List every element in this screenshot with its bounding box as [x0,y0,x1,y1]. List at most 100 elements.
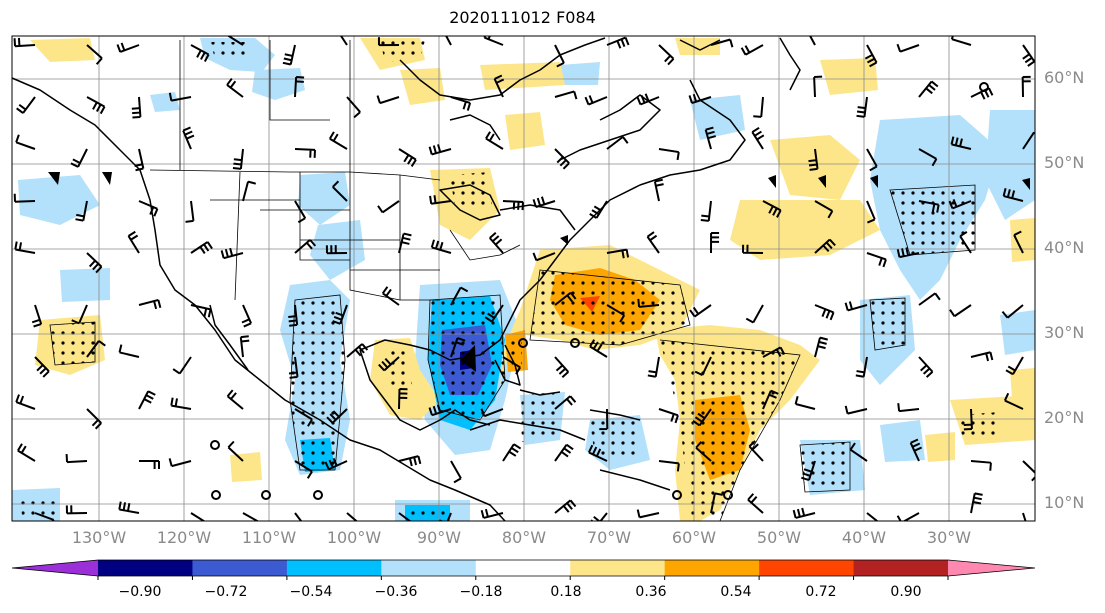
wind-barb-icon [294,239,317,254]
wind-barb-icon [15,134,36,150]
wind-barb-icon [844,301,868,312]
wind-barb-icon [918,148,938,167]
wind-barb-icon [606,36,630,49]
wind-barb-icon [127,230,140,254]
wind-barb-icon [554,291,577,306]
wind-barb-icon [346,512,358,521]
wind-barb-icon [190,512,206,521]
wind-barb-icon [86,408,102,430]
lat-label-50: 50°N [1044,153,1085,172]
lon-label-50: 50°W [756,528,802,547]
wind-barb-icon [13,193,36,203]
wind-barb-icon [970,460,992,471]
pennant-icons [48,172,1030,372]
anomaly-contours [49,184,976,521]
wind-barb-icon [814,304,835,321]
wind-barb-icon [844,405,868,415]
lon-label-110: 110°W [241,528,297,547]
wind-barb-icon [332,180,348,202]
wind-barb-icon [658,148,680,161]
wind-barb-icon [653,178,664,202]
wind-barb-icon [332,304,348,325]
wind-barb-icon [450,460,462,484]
wind-barb-icon [950,136,972,150]
colorbar-segment [853,560,949,576]
wind-barb-icon [376,95,400,105]
wind-barb-icon [710,232,720,254]
wind-barb-icon [866,252,887,268]
wind-barb-icon [658,460,680,472]
wind-barb-icon [748,440,764,462]
wind-barb-icon [710,38,734,48]
wind-barb-icon [480,508,504,519]
wind-barb-icon [896,247,920,259]
wind-barb-icon [742,244,764,254]
wind-barb-icon [378,356,400,372]
wind-barb-icon [606,304,626,323]
wind-barb-icon [762,389,779,410]
wind-barb-icon [896,512,920,521]
wind-barb-icon [168,92,192,102]
wind-barb-icon [429,195,452,205]
lon-label-120: 120°W [156,528,212,547]
lat-label-20: 20°N [1044,408,1085,427]
wind-barb-icon [689,304,712,318]
wind-barb-icon [484,304,504,323]
wind-barb-icon [589,200,608,219]
wind-barb-icon [282,44,296,66]
wind-barb-icon [658,44,675,66]
wind-barb-icon [814,200,834,219]
wind-barb-icon [918,200,940,213]
wind-barb-icon [118,344,140,358]
wind-barb-icon [86,252,103,274]
wind-barb-icon [637,298,660,308]
colorbar-segment [192,560,288,576]
wind-barb-icon [325,245,348,255]
wind-barb-icon [1001,304,1024,319]
wind-barb-icon [294,76,305,98]
wind-barb-icon [814,238,836,254]
wind-barb-icon [751,126,765,150]
wind-barb-icon [970,87,994,100]
wind-barb-icon [450,337,466,358]
lat-label-30: 30°N [1044,323,1085,342]
colorbar-tick-label: −0.18 [459,584,503,600]
wind-barb-icon [864,44,878,68]
wind-barb-icon [328,131,348,150]
wind-barb-icon [34,512,55,521]
wind-barb-icon [324,457,348,471]
wind-barb-icon [16,96,36,114]
wind-barb-icon [909,438,923,462]
wind-barb-icon [168,458,192,468]
wind-barb-icon [398,232,412,254]
colorbar-segment [570,560,666,576]
wind-barb-icon [86,96,106,115]
wind-barb-icon [658,408,679,424]
wind-barb-icon [326,408,348,424]
wind-barb-icon [134,148,145,172]
wind-barb-icon [480,408,504,418]
wind-barb-icon [131,96,142,119]
wind-barb-icon [430,239,452,254]
wind-barb-icon [226,77,244,98]
wind-barb-icon [288,304,299,327]
wind-barb-icon [762,200,782,218]
colorbar-tick-label: 0.36 [635,584,667,600]
wind-barb-icon [897,403,920,413]
wind-barb-icon [398,512,412,521]
lon-label-90: 90°W [416,528,462,547]
wind-barb-icon [346,343,369,358]
lon-label-70: 70°W [586,528,632,547]
wind-barb-icon [1002,188,1024,202]
colorbar-tick-label: 0.72 [805,584,837,600]
wind-barb-icon [646,231,660,254]
wind-barb-icon [116,42,140,53]
colorbar-segment [475,560,571,576]
wind-barb-icon [606,248,630,259]
lat-label-10: 10°N [1044,493,1085,512]
map-frame [11,35,1036,522]
wind-barb-icon [959,231,972,254]
colorbar-tick-label: 0.90 [890,584,922,600]
lon-label-80: 80°W [501,528,547,547]
wind-barb-icon [694,356,712,376]
